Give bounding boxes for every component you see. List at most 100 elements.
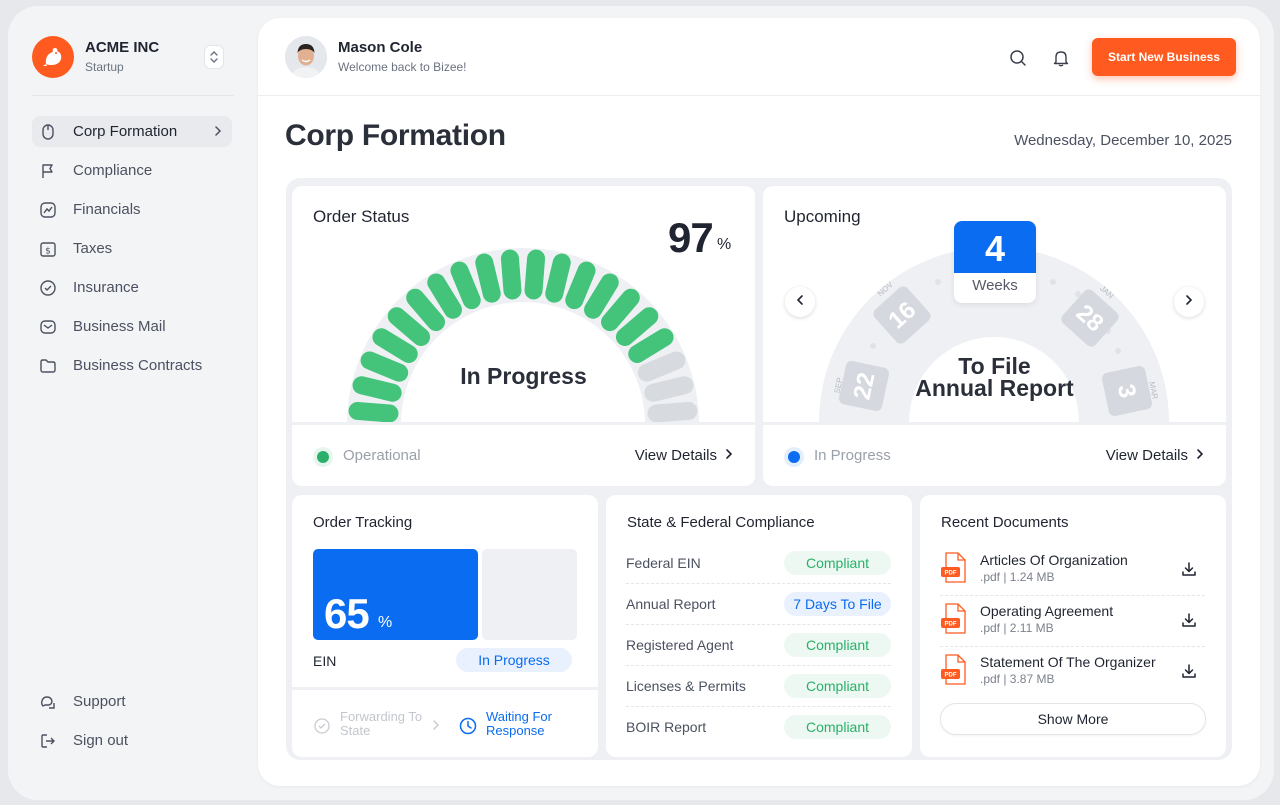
prev-month-button[interactable] (785, 287, 815, 317)
weeks-value: 4 (954, 221, 1036, 273)
chevron-updown-icon[interactable] (204, 45, 224, 69)
avatar[interactable] (285, 36, 327, 78)
company-name: ACME INC (85, 39, 160, 56)
compliance-label: BOIR Report (626, 719, 707, 735)
sidebar-item-taxes[interactable]: $ Taxes (32, 233, 232, 264)
search-icon[interactable] (1008, 48, 1028, 68)
sidebar-item-compliance[interactable]: Compliance (32, 155, 232, 186)
svg-text:3: 3 (1112, 382, 1141, 401)
check-circle-icon (314, 718, 330, 739)
gauge-label: In Progress (460, 363, 587, 389)
download-icon[interactable] (1181, 612, 1197, 633)
chevron-right-icon (725, 447, 733, 464)
shield-icon (40, 279, 56, 296)
dashboard-grid: Order Status 97 % In Progress Operationa… (286, 178, 1232, 760)
view-details-label: View Details (634, 447, 717, 464)
document-name: Articles Of Organization (980, 552, 1128, 568)
top-bar: Mason Cole Welcome back to Bizee! Start … (258, 18, 1260, 96)
rooster-icon (32, 36, 74, 78)
app-frame: ACME INC Startup Corp Formation Complian… (8, 6, 1274, 800)
order-status-card: Order Status 97 % In Progress Operationa… (292, 186, 755, 486)
chevron-right-icon (432, 718, 440, 736)
mouse-icon (40, 123, 56, 140)
download-icon[interactable] (1181, 561, 1197, 582)
sidebar-item-corp-formation[interactable]: Corp Formation (32, 116, 232, 147)
gauge-segment-filled (352, 376, 402, 402)
svg-text:PDF: PDF (945, 571, 957, 577)
compliance-label: Licenses & Permits (626, 678, 746, 694)
order-tracking-card: Order Tracking 65 % EIN In Progress Forw… (292, 495, 598, 757)
document-name: Statement Of The Organizer (980, 654, 1156, 670)
next-month-button[interactable] (1174, 287, 1204, 317)
welcome-text: Welcome back to Bizee! (338, 60, 467, 74)
compliance-card: State & Federal Compliance Federal EIN C… (606, 495, 912, 757)
sidebar-item-financials[interactable]: Financials (32, 194, 232, 225)
start-new-business-button[interactable]: Start New Business (1092, 38, 1236, 76)
sidebar-nav: Corp Formation Compliance Financials $ T… (32, 116, 232, 389)
card-title: State & Federal Compliance (627, 514, 815, 531)
gauge-segment-filled (387, 307, 431, 346)
sidebar-item-sign-out[interactable]: Sign out (32, 725, 232, 756)
sidebar-item-label: Financials (73, 201, 141, 218)
compliance-row[interactable]: Registered Agent Compliant (626, 625, 891, 666)
compliance-status: Compliant (784, 674, 891, 698)
sidebar-item-label: Corp Formation (73, 123, 178, 140)
document-row[interactable]: PDF Operating Agreement .pdf | 2.11 MB (940, 596, 1205, 647)
status-badge: In Progress (456, 648, 572, 672)
svg-text:PDF: PDF (945, 673, 957, 679)
sidebar-item-insurance[interactable]: Insurance (32, 272, 232, 303)
tracking-progress-fill (313, 549, 478, 640)
pdf-icon: PDF (940, 654, 968, 691)
view-details-link[interactable]: View Details (635, 447, 733, 464)
chevron-right-icon (1196, 447, 1204, 464)
svg-text:MAR: MAR (1147, 381, 1160, 400)
tracking-percent-sign: % (378, 614, 393, 631)
headline-line-2: Annual Report (915, 375, 1074, 401)
user-name: Mason Cole (338, 39, 423, 56)
upcoming-card: Upcoming 22 SEP 16 (763, 186, 1226, 486)
compliance-row[interactable]: Annual Report 7 Days To File (626, 584, 891, 625)
status-dot (317, 451, 329, 463)
svg-text:SEP: SEP (832, 377, 844, 395)
page-title: Corp Formation (285, 119, 506, 152)
document-row[interactable]: PDF Statement Of The Organizer .pdf | 3.… (940, 647, 1205, 698)
sidebar-divider (32, 95, 234, 96)
sidebar-item-support[interactable]: Support (32, 686, 232, 717)
gauge-segment-filled (348, 401, 399, 423)
chevron-left-icon (796, 293, 804, 311)
document-row[interactable]: PDF Articles Of Organization .pdf | 1.24… (940, 545, 1205, 596)
sidebar-item-business-mail[interactable]: Business Mail (32, 311, 232, 342)
brand-switcher[interactable]: ACME INC Startup (32, 36, 232, 80)
card-title: Recent Documents (941, 514, 1069, 531)
chart-icon (40, 201, 56, 218)
bell-icon[interactable] (1051, 48, 1071, 68)
gauge-segment-empty (637, 351, 686, 382)
current-date: Wednesday, December 10, 2025 (1014, 132, 1232, 149)
card-title: Upcoming (784, 207, 861, 226)
view-details-link[interactable]: View Details (1106, 447, 1204, 464)
dollar-icon: $ (40, 241, 56, 257)
gauge-segment-filled (628, 328, 674, 363)
gauge-segment-filled (584, 273, 619, 319)
weeks-countdown: 4 Weeks (954, 221, 1036, 303)
recent-documents-card: Recent Documents PDF Articles Of Organiz… (920, 495, 1226, 757)
compliance-row[interactable]: BOIR Report Compliant (626, 707, 891, 748)
card-footer: In Progress View Details (763, 422, 1226, 486)
gauge-segment-filled (475, 253, 501, 303)
sidebar-item-label: Business Mail (73, 318, 166, 335)
compliance-status: 7 Days To File (784, 592, 891, 616)
order-percent: 97 (668, 214, 714, 261)
svg-text:PDF: PDF (945, 622, 957, 628)
compliance-row[interactable]: Federal EIN Compliant (626, 543, 891, 584)
logout-icon (40, 733, 56, 749)
card-title: Order Tracking (313, 514, 413, 531)
download-icon[interactable] (1181, 663, 1197, 684)
gauge-segment-filled (360, 351, 409, 382)
show-more-button[interactable]: Show More (940, 703, 1206, 735)
chevron-right-icon (1185, 293, 1193, 311)
chevron-right-icon (214, 124, 222, 141)
compliance-row[interactable]: Licenses & Permits Compliant (626, 666, 891, 707)
sidebar-item-business-contracts[interactable]: Business Contracts (32, 350, 232, 381)
flag-icon (40, 163, 56, 179)
clock-icon (459, 717, 477, 740)
